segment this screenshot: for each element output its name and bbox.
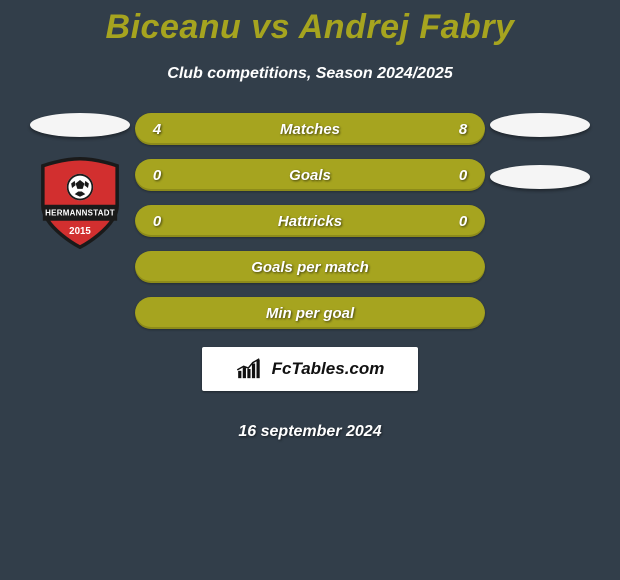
left-player-column: HERMANNSTADT 2015 [25, 113, 135, 441]
right-player-column [485, 113, 595, 441]
stat-right-value: 0 [441, 213, 485, 230]
stats-column: 4 Matches 8 0 Goals 0 0 Hattricks 0 Goal… [135, 113, 485, 441]
player-right-avatar-placeholder [490, 113, 590, 137]
stat-right-value: 8 [441, 121, 485, 138]
player-left-avatar-placeholder [30, 113, 130, 137]
stat-left-value: 0 [135, 213, 179, 230]
page-subtitle: Club competitions, Season 2024/2025 [0, 65, 620, 83]
club-crest-hermannstadt: HERMANNSTADT 2015 [35, 157, 125, 249]
stat-row-matches: 4 Matches 8 [135, 113, 485, 145]
branding-label: FcTables.com [272, 359, 385, 379]
bar-chart-icon [236, 358, 266, 380]
date-label: 16 september 2024 [135, 423, 485, 441]
stat-row-min-per-goal: Min per goal [135, 297, 485, 329]
branding-badge[interactable]: FcTables.com [202, 347, 418, 391]
stat-label: Goals [179, 167, 441, 184]
club-right-logo-placeholder [490, 165, 590, 189]
stat-label: Goals per match [135, 259, 485, 276]
comparison-panel: HERMANNSTADT 2015 4 Matches 8 0 Goals 0 … [0, 113, 620, 441]
stat-row-goals: 0 Goals 0 [135, 159, 485, 191]
crest-year: 2015 [69, 226, 91, 237]
stat-row-hattricks: 0 Hattricks 0 [135, 205, 485, 237]
stat-row-goals-per-match: Goals per match [135, 251, 485, 283]
crest-name: HERMANNSTADT [45, 208, 115, 217]
stat-left-value: 4 [135, 121, 179, 138]
stat-label: Hattricks [179, 213, 441, 230]
stat-label: Min per goal [135, 305, 485, 322]
page-title: Biceanu vs Andrej Fabry [0, 0, 620, 47]
shield-icon: HERMANNSTADT 2015 [35, 157, 125, 249]
stat-right-value: 0 [441, 167, 485, 184]
stat-label: Matches [179, 121, 441, 138]
stat-left-value: 0 [135, 167, 179, 184]
